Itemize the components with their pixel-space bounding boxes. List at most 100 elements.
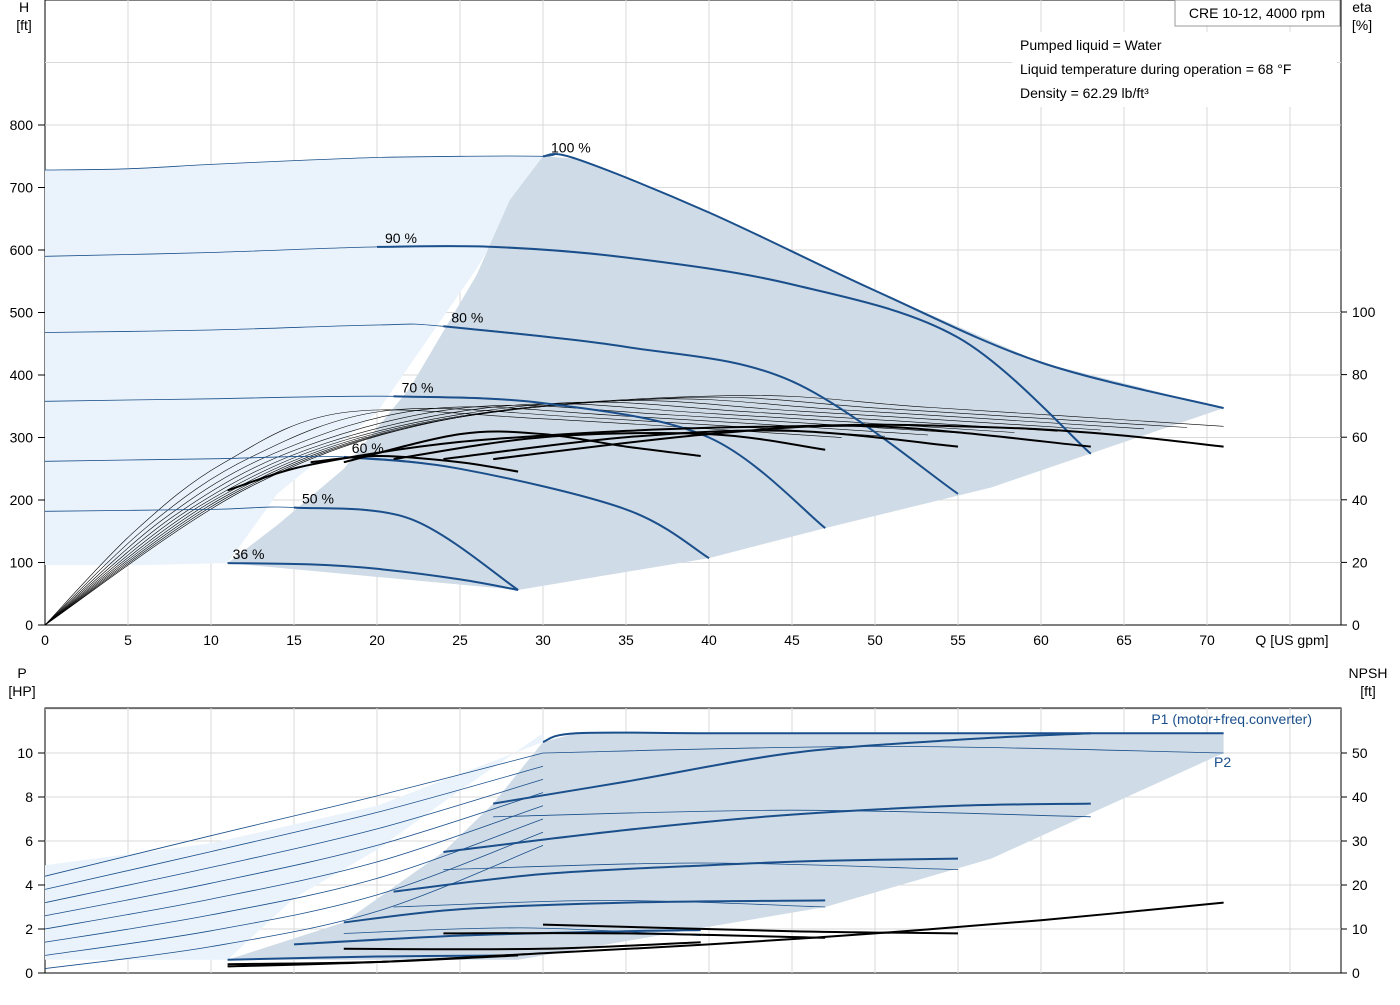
efficiency-curve (393, 432, 826, 461)
speed-curve (443, 325, 959, 495)
power-tick-label: 0 (25, 965, 33, 981)
eta-tick-label: 20 (1352, 554, 1368, 570)
speed-curve (542, 152, 1224, 410)
npsh-curve (542, 923, 959, 935)
power-curve-left (44, 831, 544, 956)
power-curve-left (44, 845, 544, 969)
speed-curve (376, 245, 1092, 455)
p1-curve (493, 732, 1091, 805)
x-tick-label: 5 (124, 632, 132, 648)
p2-curve (443, 862, 959, 870)
head-tick-label: 300 (10, 430, 34, 446)
power-tick-label: 6 (25, 833, 33, 849)
speed-label: 70 % (402, 379, 434, 395)
system-curve (44, 403, 1015, 626)
p1-series-label: P1 (motor+freq.converter) (1151, 711, 1312, 727)
system-curve (44, 404, 972, 626)
system-curve (44, 406, 929, 626)
x-tick-label: 10 (203, 632, 219, 648)
power-curve-left (44, 765, 544, 890)
npsh-tick-label: 20 (1352, 877, 1368, 893)
npsh-axis-unit: [ft] (1360, 683, 1376, 699)
head-tick-label: 0 (25, 617, 33, 633)
power-curve-left (44, 805, 544, 930)
system-curve (44, 409, 842, 626)
x-tick-label: 25 (452, 632, 468, 648)
efficiency-curve (443, 429, 959, 461)
eta-tick-label: 0 (1352, 617, 1360, 633)
speed-curve (293, 506, 519, 591)
head-tick-label: 800 (10, 117, 34, 133)
head-tick-label: 400 (10, 367, 34, 383)
power-curve-left (44, 792, 544, 917)
x-tick-label: 30 (535, 632, 551, 648)
p2-curve (493, 809, 1091, 818)
dark-region (227, 156, 1224, 591)
head-tick-label: 100 (10, 555, 34, 571)
x-tick-label: 0 (41, 632, 49, 648)
speed-label: 80 % (451, 309, 483, 325)
x-tick-label: 20 (369, 632, 385, 648)
head-tick-label: 500 (10, 305, 34, 321)
p1-curve (343, 899, 826, 924)
power-tick-label: 2 (25, 921, 33, 937)
system-curve (44, 395, 1224, 626)
info-temperature: Liquid temperature during operation = 68… (1020, 61, 1291, 77)
x-tick-label: 65 (1116, 632, 1132, 648)
head-axis-label: H (19, 0, 29, 15)
power-curve-left (44, 752, 544, 877)
npsh-tick-label: 10 (1352, 921, 1368, 937)
x-tick-label: 60 (1033, 632, 1049, 648)
x-tick-label: 45 (784, 632, 800, 648)
flow-axis-label: Q [US gpm] (1255, 632, 1328, 648)
efficiency-curve (310, 454, 519, 473)
speed-label: 36 % (233, 546, 265, 562)
info-density: Density = 62.29 lb/ft³ (1020, 85, 1149, 101)
x-tick-label: 35 (618, 632, 634, 648)
npsh-tick-label: 40 (1352, 789, 1368, 805)
p2-series-label: P2 (1214, 754, 1231, 770)
eta-axis-label: eta (1352, 0, 1372, 15)
dark-region-power (227, 733, 1224, 960)
npsh-curve (227, 954, 519, 966)
x-tick-label: 50 (867, 632, 883, 648)
info-liquid: Pumped liquid = Water (1020, 37, 1162, 53)
x-tick-label: 70 (1199, 632, 1215, 648)
npsh-axis-label: NPSH (1349, 665, 1388, 681)
npsh-tick-label: 0 (1352, 965, 1360, 981)
npsh-curve (343, 941, 701, 951)
x-tick-label: 15 (286, 632, 302, 648)
p2-curve (393, 899, 826, 908)
p1-curve (443, 802, 1091, 853)
system-curve (44, 407, 886, 626)
power-curve-left (44, 779, 544, 903)
system-curve (44, 396, 1188, 626)
power-axis-unit: [HP] (8, 683, 35, 699)
speed-label: 50 % (302, 491, 334, 507)
efficiency-curve (343, 430, 701, 464)
p1-curve (393, 857, 959, 893)
eta-axis-unit: [%] (1352, 17, 1372, 33)
speed-label: 90 % (385, 230, 417, 246)
power-tick-label: 10 (17, 745, 33, 761)
head-tick-label: 600 (10, 242, 34, 258)
npsh-curve (443, 932, 826, 939)
x-tick-label: 40 (701, 632, 717, 648)
power-axis-label: P (17, 665, 26, 681)
power-tick-label: 8 (25, 789, 33, 805)
eta-tick-label: 60 (1352, 429, 1368, 445)
power-curve-left (44, 818, 544, 943)
eta-tick-label: 100 (1352, 304, 1376, 320)
head-axis-unit: [ft] (16, 17, 32, 33)
speed-label: 60 % (352, 440, 384, 456)
p2-curve (542, 745, 1224, 754)
npsh-tick-label: 30 (1352, 833, 1368, 849)
system-curve (44, 401, 1058, 626)
head-tick-label: 200 (10, 492, 34, 508)
npsh-tick-label: 50 (1352, 745, 1368, 761)
eta-tick-label: 80 (1352, 367, 1368, 383)
speed-curve (393, 395, 826, 529)
speed-curve (343, 455, 710, 559)
light-region (45, 156, 543, 565)
